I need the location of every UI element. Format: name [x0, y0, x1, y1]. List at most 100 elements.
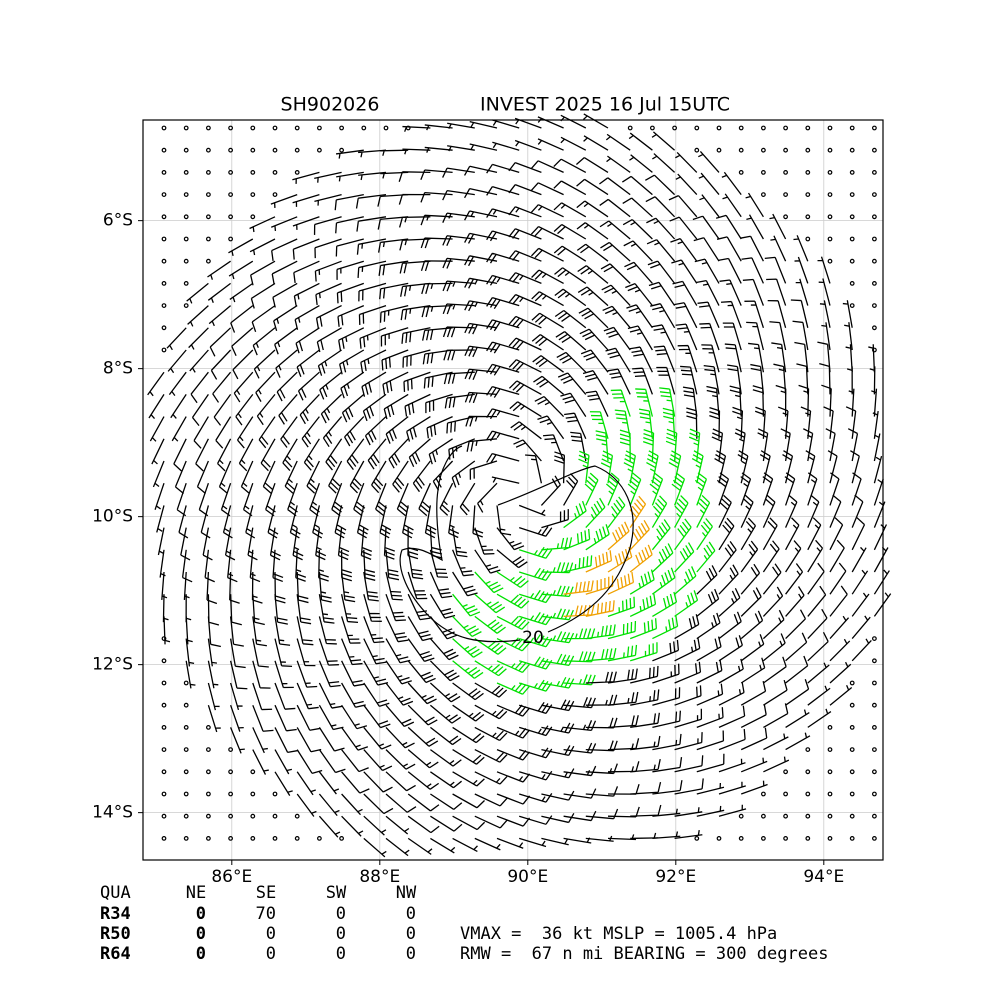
- calm-dot: [872, 281, 877, 286]
- wind-barb: [585, 524, 610, 551]
- table-cell: 0: [336, 904, 346, 924]
- wind-barb: [398, 216, 431, 228]
- wind-barb: [646, 450, 659, 484]
- wind-barb: [356, 216, 387, 232]
- wind-barb: [607, 596, 636, 618]
- wind-barb: [630, 758, 661, 773]
- calm-dot: [161, 214, 167, 220]
- calm-dot: [849, 281, 855, 286]
- wind-barb: [694, 258, 720, 284]
- wind-barb: [270, 216, 298, 232]
- calm-dot: [738, 125, 744, 131]
- wind-barb: [607, 546, 633, 573]
- wind-barb: [628, 132, 653, 151]
- wind-barb: [238, 438, 254, 472]
- wind-barb: [360, 527, 373, 560]
- wind-barb: [674, 829, 703, 840]
- wind-barb: [740, 680, 767, 706]
- wind-barb: [379, 282, 409, 300]
- wind-barb: [297, 371, 320, 401]
- wind-barb: [718, 611, 742, 640]
- wind-barb: [563, 528, 591, 551]
- wind-barb: [274, 749, 293, 775]
- wind-barb: [652, 639, 680, 662]
- wind-barb: [632, 367, 654, 395]
- summary-line: VMAX = 36 kt MSLP = 1005.4 hPa: [460, 924, 777, 944]
- wind-barb: [320, 393, 343, 424]
- calm-dot: [872, 125, 877, 131]
- wind-barb: [807, 472, 818, 506]
- calm-dot: [738, 147, 744, 153]
- wind-barb: [579, 328, 609, 351]
- wind-barb: [249, 216, 276, 233]
- y-tick-label: 10°S: [92, 507, 133, 527]
- wind-barb: [459, 482, 476, 516]
- wind-barb: [385, 771, 416, 792]
- wind-barb: [275, 349, 298, 378]
- wind-barb: [563, 473, 579, 506]
- wind-barb: [260, 438, 276, 472]
- wind-barb: [629, 495, 647, 528]
- wind-barb: [807, 608, 828, 640]
- wind-barb: [762, 472, 774, 506]
- calm-dot: [849, 813, 855, 819]
- wind-barb: [762, 540, 780, 573]
- calm-dot: [872, 747, 877, 752]
- wind-barb: [293, 260, 320, 283]
- wind-barb: [652, 153, 676, 173]
- calm-dot: [849, 680, 855, 686]
- wind-barb: [541, 537, 573, 551]
- wind-barb: [630, 665, 659, 684]
- wind-barb: [420, 191, 453, 203]
- wind-barb: [338, 327, 365, 351]
- wind-barb: [576, 178, 609, 196]
- calm-dot: [872, 702, 877, 708]
- wind-barb: [651, 519, 671, 551]
- wind-barb: [465, 415, 498, 427]
- wind-barb: [385, 837, 410, 857]
- wind-barb: [541, 653, 575, 666]
- wind-barb: [335, 238, 364, 257]
- wind-barb: [652, 591, 678, 617]
- calm-dot: [783, 192, 788, 198]
- wind-barb: [829, 615, 850, 640]
- wind-barb: [508, 184, 542, 196]
- calm-dot: [783, 813, 788, 819]
- wind-barb: [674, 778, 704, 795]
- wind-barb: [496, 704, 530, 717]
- wind-barb: [696, 588, 720, 617]
- wind-barb: [230, 305, 254, 333]
- x-tick-label: 90°E: [507, 867, 548, 887]
- wind-barb: [207, 616, 221, 648]
- wind-barb: [785, 540, 802, 573]
- wind-barb: [745, 192, 764, 218]
- calm-dot: [183, 236, 189, 242]
- wind-barb: [873, 546, 889, 573]
- calm-dot: [294, 813, 300, 819]
- calm-dot: [783, 836, 788, 841]
- wind-barb: [629, 520, 650, 551]
- wind-barb: [719, 279, 742, 306]
- wind-barb: [269, 527, 281, 561]
- wind-barb: [790, 299, 809, 328]
- wind-barb: [675, 173, 698, 196]
- wind-barb: [448, 438, 476, 460]
- wind-barb: [744, 300, 765, 328]
- wind-barb: [452, 571, 478, 597]
- calm-dot: [183, 192, 189, 198]
- wind-barb: [171, 416, 187, 442]
- wind-barb: [407, 527, 419, 560]
- wind-barb: [267, 505, 279, 539]
- calm-dot: [228, 747, 234, 752]
- calm-dot: [761, 836, 766, 841]
- wind-barb: [732, 406, 744, 439]
- wind-barb: [740, 472, 752, 506]
- wind-barb: [807, 662, 830, 684]
- wind-barb: [693, 237, 720, 262]
- wind-barb: [292, 527, 304, 561]
- wind-barb: [629, 154, 653, 173]
- wind-barb: [696, 612, 721, 640]
- wind-barb: [154, 482, 165, 510]
- wind-barb: [452, 749, 485, 765]
- wind-barb: [292, 216, 320, 230]
